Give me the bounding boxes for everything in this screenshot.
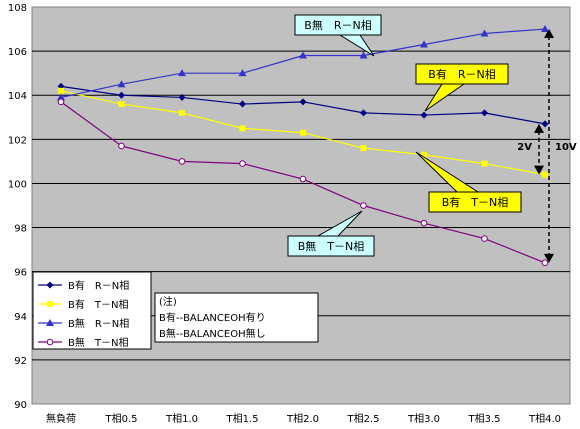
series-3-point xyxy=(117,80,126,88)
x-axis-tick-labels: 無負荷 T相0.5 T相1.0 T相1.5 T相2.0 T相2.5 T相3.0 T相3.5 T相… xyxy=(46,412,561,425)
callout-label: B有 T－N相 xyxy=(442,195,509,209)
callout-box xyxy=(287,235,375,257)
legend-label: B無 R－N相 xyxy=(68,317,129,330)
legend-label: B有 T－N相 xyxy=(68,298,128,311)
series-4-point xyxy=(57,98,65,106)
series-callouts: B無 R－N相 B有 R－N相 B有 T－N相 B無 T－N相 xyxy=(287,14,522,257)
y-tick-label: 94 xyxy=(14,312,27,323)
series-1-point xyxy=(239,100,246,108)
series-4-point xyxy=(541,259,549,267)
series-4-point xyxy=(360,202,367,209)
series-4-point xyxy=(178,158,186,165)
legend-label: B有 R－N相 xyxy=(68,279,129,292)
series-2-point xyxy=(118,101,125,108)
arrow-10v xyxy=(544,29,554,263)
series-3-point xyxy=(299,51,307,59)
series-2-point xyxy=(421,151,427,158)
note: (注) B有--BALANCEOH有り B無--BALANCEOH無し xyxy=(154,292,319,343)
callout-3: B有 T－N相 xyxy=(415,151,522,213)
callout-box xyxy=(294,14,382,36)
callout-2: B有 R－N相 xyxy=(415,63,509,112)
y-tick-label: 102 xyxy=(8,135,27,146)
x-tick-label: T相3.5 xyxy=(467,412,500,425)
x-tick-label: T相2.5 xyxy=(346,412,379,425)
series-1-point xyxy=(481,109,488,117)
series-1-point xyxy=(541,120,549,128)
legend-marker xyxy=(46,281,54,289)
arrow-2v-head-bottom xyxy=(534,165,544,175)
note-line-1: (注) xyxy=(159,295,177,308)
legend-marker xyxy=(47,301,53,307)
series-2-point xyxy=(481,160,488,167)
series-lines xyxy=(57,25,549,267)
series-3-point xyxy=(57,93,65,101)
series-2-point xyxy=(300,129,306,136)
series-3 xyxy=(57,25,549,101)
series-2-point xyxy=(179,109,185,116)
series-3-point xyxy=(178,69,186,77)
series-4 xyxy=(57,98,549,267)
x-tick-label: T相4.0 xyxy=(528,412,561,425)
series-1-point xyxy=(420,111,428,119)
series-2-point xyxy=(58,87,64,94)
series-4-point xyxy=(420,219,428,227)
note-line-2: B有--BALANCEOH有り xyxy=(159,311,266,324)
x-tick-label: T相3.0 xyxy=(407,412,440,425)
x-tick-label: T相0.5 xyxy=(104,412,137,425)
callout-4: B無 T－N相 xyxy=(287,210,375,257)
series-3-point xyxy=(238,69,247,77)
series-4-point xyxy=(481,235,488,242)
series-4-point xyxy=(239,160,246,167)
y-tick-label: 90 xyxy=(14,400,27,411)
legend: B有 R－N相 B有 T－N相 B無 R－N相 B無 T－N相 xyxy=(32,271,152,350)
legend-marker xyxy=(46,338,54,346)
arrow-10v-label: 10V xyxy=(555,142,577,153)
arrow-2v-label: 2V xyxy=(517,142,532,153)
x-tick-label: T相2.0 xyxy=(286,412,319,425)
x-tick-label: T相1.5 xyxy=(225,412,258,425)
callout-1: B無 R－N相 xyxy=(294,14,382,57)
series-1-point xyxy=(118,91,125,99)
series-3-point xyxy=(541,25,549,33)
y-tick-label: 98 xyxy=(14,224,27,235)
series-3-point xyxy=(420,40,428,48)
difference-arrows: 2V 10V xyxy=(517,29,577,263)
callout-box xyxy=(428,191,522,213)
note-box xyxy=(154,292,319,343)
series-3-point xyxy=(480,29,489,37)
arrow-2v-head-top xyxy=(534,123,544,133)
series-2-point xyxy=(542,171,548,178)
callout-label: B無 R－N相 xyxy=(304,18,371,32)
series-2-point xyxy=(360,145,367,152)
callout-label: B有 R－N相 xyxy=(428,67,495,81)
arrow-2v xyxy=(534,123,544,175)
y-axis-tick-labels: 90 92 94 96 98 100 102 104 106 108 xyxy=(8,3,27,411)
series-2-point xyxy=(239,125,246,132)
callout-box xyxy=(415,63,509,85)
series-4-point xyxy=(299,175,307,183)
y-tick-label: 108 xyxy=(8,3,27,14)
y-tick-label: 104 xyxy=(8,91,27,102)
x-tick-label: 無負荷 xyxy=(46,412,76,425)
series-4-point xyxy=(118,142,125,150)
x-tick-label: T相1.0 xyxy=(165,412,198,425)
legend-items: B有 R－N相 B有 T－N相 B無 R－N相 B無 T－N相 xyxy=(38,279,129,349)
series-1-point xyxy=(360,109,367,117)
legend-marker xyxy=(46,319,54,326)
note-line-3: B無--BALANCEOH無し xyxy=(159,327,266,340)
legend-label: B無 T－N相 xyxy=(68,336,128,349)
series-1 xyxy=(57,82,549,128)
y-tick-label: 100 xyxy=(8,179,27,190)
callout-label: B無 T－N相 xyxy=(298,239,365,253)
y-tick-label: 96 xyxy=(14,268,27,279)
series-1-point xyxy=(178,93,186,101)
y-tick-label: 106 xyxy=(8,47,27,58)
arrow-10v-head-top xyxy=(544,29,554,39)
y-tick-label: 92 xyxy=(14,356,27,367)
series-1-point xyxy=(299,98,307,106)
arrow-10v-head-bottom xyxy=(544,253,554,263)
series-3-point xyxy=(359,51,368,59)
series-2 xyxy=(58,87,548,178)
